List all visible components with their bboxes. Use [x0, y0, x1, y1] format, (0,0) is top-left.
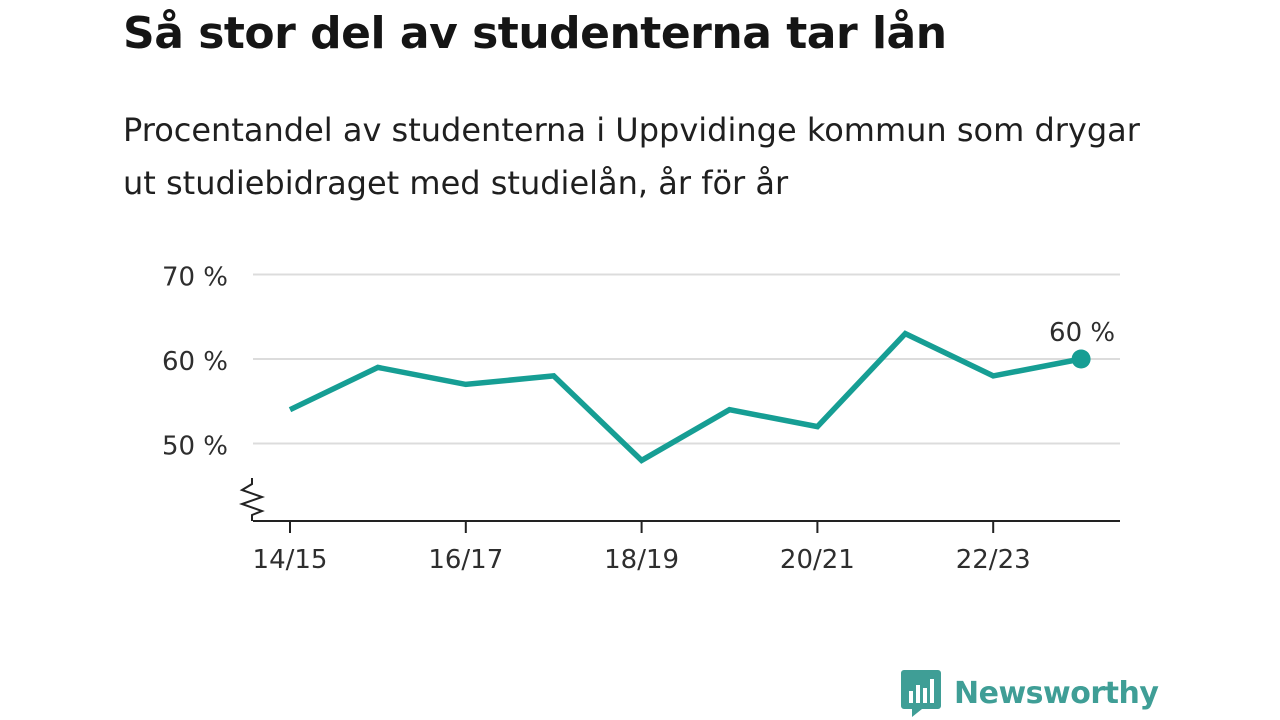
brand-name: Newsworthy	[954, 675, 1159, 711]
newsworthy-logo: Newsworthy	[900, 668, 1159, 718]
x-tick-label: 20/21	[780, 545, 855, 575]
end-value-label: 60 %	[1049, 318, 1115, 348]
x-tick-label: 16/17	[428, 545, 503, 575]
chart-subtitle: Procentandel av studenterna i Uppvidinge…	[123, 111, 1140, 202]
y-axis-break-icon	[238, 478, 266, 521]
series-line	[288, 330, 1082, 464]
newsworthy-chart-icon	[901, 670, 941, 717]
x-tick-label: 18/19	[604, 545, 679, 575]
y-tick-label: 50 %	[162, 432, 228, 462]
y-tick-label: 70 %	[162, 263, 228, 293]
y-tick-label: 60 %	[162, 347, 228, 377]
x-tick-label: 14/15	[253, 545, 328, 575]
chart-title: Så stor del av studenterna tar lån	[123, 8, 947, 59]
x-tick-label: 22/23	[956, 545, 1031, 575]
last-data-point	[1071, 349, 1091, 369]
